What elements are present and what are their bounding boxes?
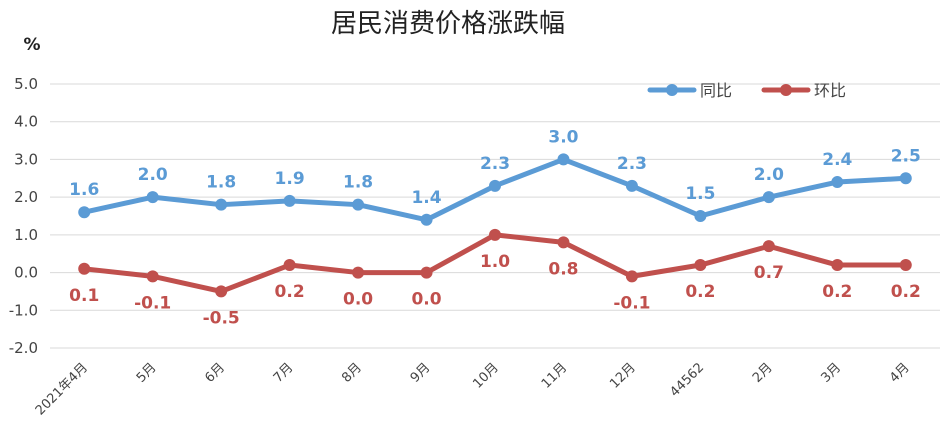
data-point <box>694 210 707 222</box>
data-label: 2.3 <box>480 154 510 174</box>
data-point <box>899 172 912 185</box>
data-point <box>146 270 159 283</box>
x-tick-label: 7月 <box>271 360 297 386</box>
legend-item-2: 环比 <box>761 81 846 100</box>
y-tick-label: 3.0 <box>14 150 38 168</box>
data-label: 3.0 <box>548 127 578 147</box>
y-tick-label: 4.0 <box>14 113 38 131</box>
data-point <box>146 191 159 204</box>
data-label: 2.0 <box>138 165 168 185</box>
data-label: 0.2 <box>822 282 852 302</box>
data-label: 2.0 <box>754 165 784 185</box>
data-label: 0.7 <box>754 263 784 283</box>
data-label: 2.5 <box>891 146 921 166</box>
chart-title: 居民消费价格涨跌幅 <box>331 9 565 39</box>
data-label: 1.8 <box>206 173 236 193</box>
data-point <box>215 285 228 298</box>
data-point <box>694 259 707 272</box>
data-point <box>831 176 844 189</box>
legend-item-1: 同比 <box>647 81 732 100</box>
x-tick-label: 44562 <box>667 360 707 400</box>
y-axis-unit: % <box>23 35 40 55</box>
data-label: 1.0 <box>480 252 510 272</box>
x-tick-label: 5月 <box>134 360 160 386</box>
x-axis-ticks: 2021年4月 5月 6月 7月 8月 9月 10月 11月 12月 44562 2月 3月 4月 <box>33 360 913 418</box>
data-label: 1.5 <box>685 184 715 204</box>
data-label: 0.0 <box>411 290 441 310</box>
legend-label: 同比 <box>700 81 732 100</box>
series-group: 1.6 2.0 1.8 1.9 1.8 1.4 2.3 3.0 2.3 1.5 2.0 2.4 2.5 0… <box>69 127 921 328</box>
y-tick-label: 0.0 <box>14 264 38 282</box>
data-point <box>625 270 638 283</box>
data-point <box>489 228 501 241</box>
x-tick-label: 10月 <box>470 360 501 391</box>
data-point <box>352 266 365 279</box>
data-label: 0.8 <box>548 259 578 279</box>
data-point <box>762 240 775 253</box>
x-tick-label: 2月 <box>750 360 776 386</box>
data-label: 0.1 <box>69 286 99 306</box>
data-label: 0.2 <box>891 282 921 302</box>
y-tick-label: -2.0 <box>9 339 38 357</box>
data-label: 1.6 <box>69 180 99 200</box>
data-point <box>625 179 638 192</box>
y-tick-label: 1.0 <box>14 226 38 244</box>
data-point <box>899 259 912 272</box>
data-point <box>78 262 91 275</box>
y-tick-label: 2.0 <box>14 188 38 206</box>
data-point <box>557 236 570 249</box>
data-label: 2.4 <box>822 150 852 170</box>
y-tick-label: 5.0 <box>14 75 38 93</box>
data-point <box>420 213 433 226</box>
data-label: 0.0 <box>343 290 373 310</box>
legend-marker <box>780 84 792 96</box>
data-label: 1.9 <box>275 169 305 189</box>
x-tick-label: 11月 <box>539 360 570 391</box>
data-point <box>557 153 570 166</box>
series-2: 0.1 -0.1 -0.5 0.2 0.0 0.0 1.0 0.8 -0.1 0.2 0.7 0.2 0… <box>69 228 921 328</box>
legend-marker <box>666 84 678 96</box>
x-tick-label: 8月 <box>339 360 365 386</box>
data-point <box>215 198 228 211</box>
x-tick-label: 3月 <box>818 360 844 386</box>
data-label: -0.1 <box>613 293 650 313</box>
legend-label: 环比 <box>814 81 846 100</box>
y-tick-label: -1.0 <box>9 301 38 319</box>
data-label: -0.1 <box>134 293 171 313</box>
data-label: 0.2 <box>685 282 715 302</box>
data-point <box>283 194 296 207</box>
data-point <box>283 259 296 272</box>
y-axis-ticks: 5.0 4.0 3.0 2.0 1.0 0.0 -1.0 -2.0 <box>9 75 38 357</box>
data-point <box>831 259 844 272</box>
grid <box>50 83 940 349</box>
data-label: 1.4 <box>411 188 441 208</box>
data-label: -0.5 <box>203 308 240 328</box>
data-point <box>420 266 433 279</box>
data-label: 0.2 <box>275 282 305 302</box>
data-point <box>352 198 365 211</box>
data-point <box>489 179 501 192</box>
x-tick-label: 9月 <box>408 360 434 386</box>
x-tick-label: 4月 <box>887 360 913 386</box>
data-label: 1.8 <box>343 173 373 193</box>
data-point <box>762 191 775 204</box>
data-point <box>78 206 91 219</box>
x-tick-label: 12月 <box>607 360 638 391</box>
x-tick-label: 2021年4月 <box>33 360 91 418</box>
data-label: 2.3 <box>617 154 647 174</box>
x-tick-label: 6月 <box>202 360 228 386</box>
series-1: 1.6 2.0 1.8 1.9 1.8 1.4 2.3 3.0 2.3 1.5 2.0 2.4 2.5 <box>69 127 921 226</box>
legend: 同比 环比 <box>647 81 846 100</box>
